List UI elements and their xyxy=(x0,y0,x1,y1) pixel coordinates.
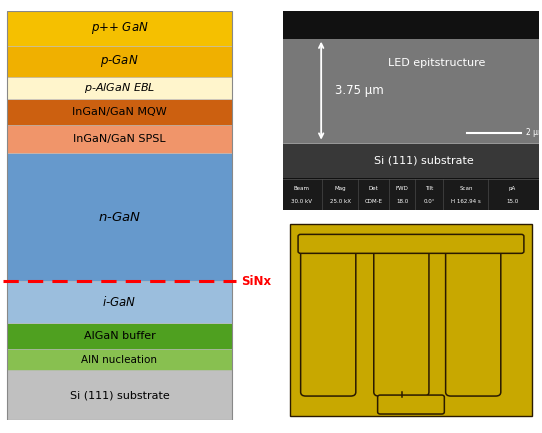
Bar xyxy=(7,153,232,281)
Text: LED epitstructure: LED epitstructure xyxy=(388,58,485,68)
Bar xyxy=(283,142,539,178)
Text: Mag: Mag xyxy=(334,186,346,191)
Text: $i$-GaN: $i$-GaN xyxy=(102,295,137,309)
Text: 18.0: 18.0 xyxy=(396,199,408,204)
Text: H 162.94 s: H 162.94 s xyxy=(451,199,481,204)
Text: 0.0°: 0.0° xyxy=(423,199,435,204)
Text: 3.75 µm: 3.75 µm xyxy=(335,84,384,97)
Bar xyxy=(7,349,232,370)
Text: CDM-E: CDM-E xyxy=(365,199,383,204)
Text: InGaN/GaN MQW: InGaN/GaN MQW xyxy=(72,107,167,117)
Text: $p$-GaN: $p$-GaN xyxy=(100,53,139,69)
Text: 25.0 kX: 25.0 kX xyxy=(330,199,351,204)
Bar xyxy=(7,11,232,420)
Text: Beam: Beam xyxy=(294,186,310,191)
FancyBboxPatch shape xyxy=(378,395,444,414)
Text: $n$-GaN: $n$-GaN xyxy=(98,210,141,224)
Bar xyxy=(283,39,539,142)
Bar xyxy=(7,323,232,349)
Text: Tilt: Tilt xyxy=(425,186,433,191)
Bar xyxy=(7,281,232,323)
Text: (b): (b) xyxy=(400,224,422,239)
Text: Det: Det xyxy=(369,186,379,191)
Bar xyxy=(7,45,232,77)
Bar xyxy=(7,11,232,45)
Bar xyxy=(7,77,232,99)
FancyBboxPatch shape xyxy=(446,249,501,396)
Bar xyxy=(7,125,232,153)
Bar xyxy=(7,99,232,125)
Bar xyxy=(7,370,232,420)
Text: FWD: FWD xyxy=(396,186,409,191)
Text: pA: pA xyxy=(509,186,516,191)
Text: 2 µm: 2 µm xyxy=(526,128,542,137)
Text: $p$-AlGaN EBL: $p$-AlGaN EBL xyxy=(84,81,155,95)
Text: Scan: Scan xyxy=(460,186,473,191)
FancyBboxPatch shape xyxy=(301,249,356,396)
Text: SiNx: SiNx xyxy=(241,275,271,288)
Text: AlGaN buffer: AlGaN buffer xyxy=(83,331,156,341)
Text: $p$++ GaN: $p$++ GaN xyxy=(91,20,149,36)
Text: Si (111) substrate: Si (111) substrate xyxy=(374,155,474,165)
Bar xyxy=(283,180,539,210)
Text: InGaN/GaN SPSL: InGaN/GaN SPSL xyxy=(73,134,166,144)
Text: 15.0: 15.0 xyxy=(506,199,519,204)
Text: 30.0 kV: 30.0 kV xyxy=(292,199,312,204)
Text: AlN nucleation: AlN nucleation xyxy=(81,355,158,365)
FancyBboxPatch shape xyxy=(374,249,429,396)
Text: Si (111) substrate: Si (111) substrate xyxy=(69,390,169,400)
FancyBboxPatch shape xyxy=(298,234,524,253)
